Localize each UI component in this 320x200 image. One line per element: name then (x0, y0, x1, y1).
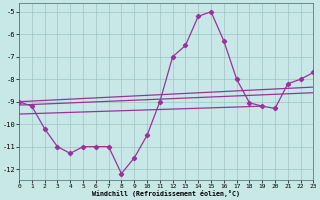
X-axis label: Windchill (Refroidissement éolien,°C): Windchill (Refroidissement éolien,°C) (92, 190, 240, 197)
